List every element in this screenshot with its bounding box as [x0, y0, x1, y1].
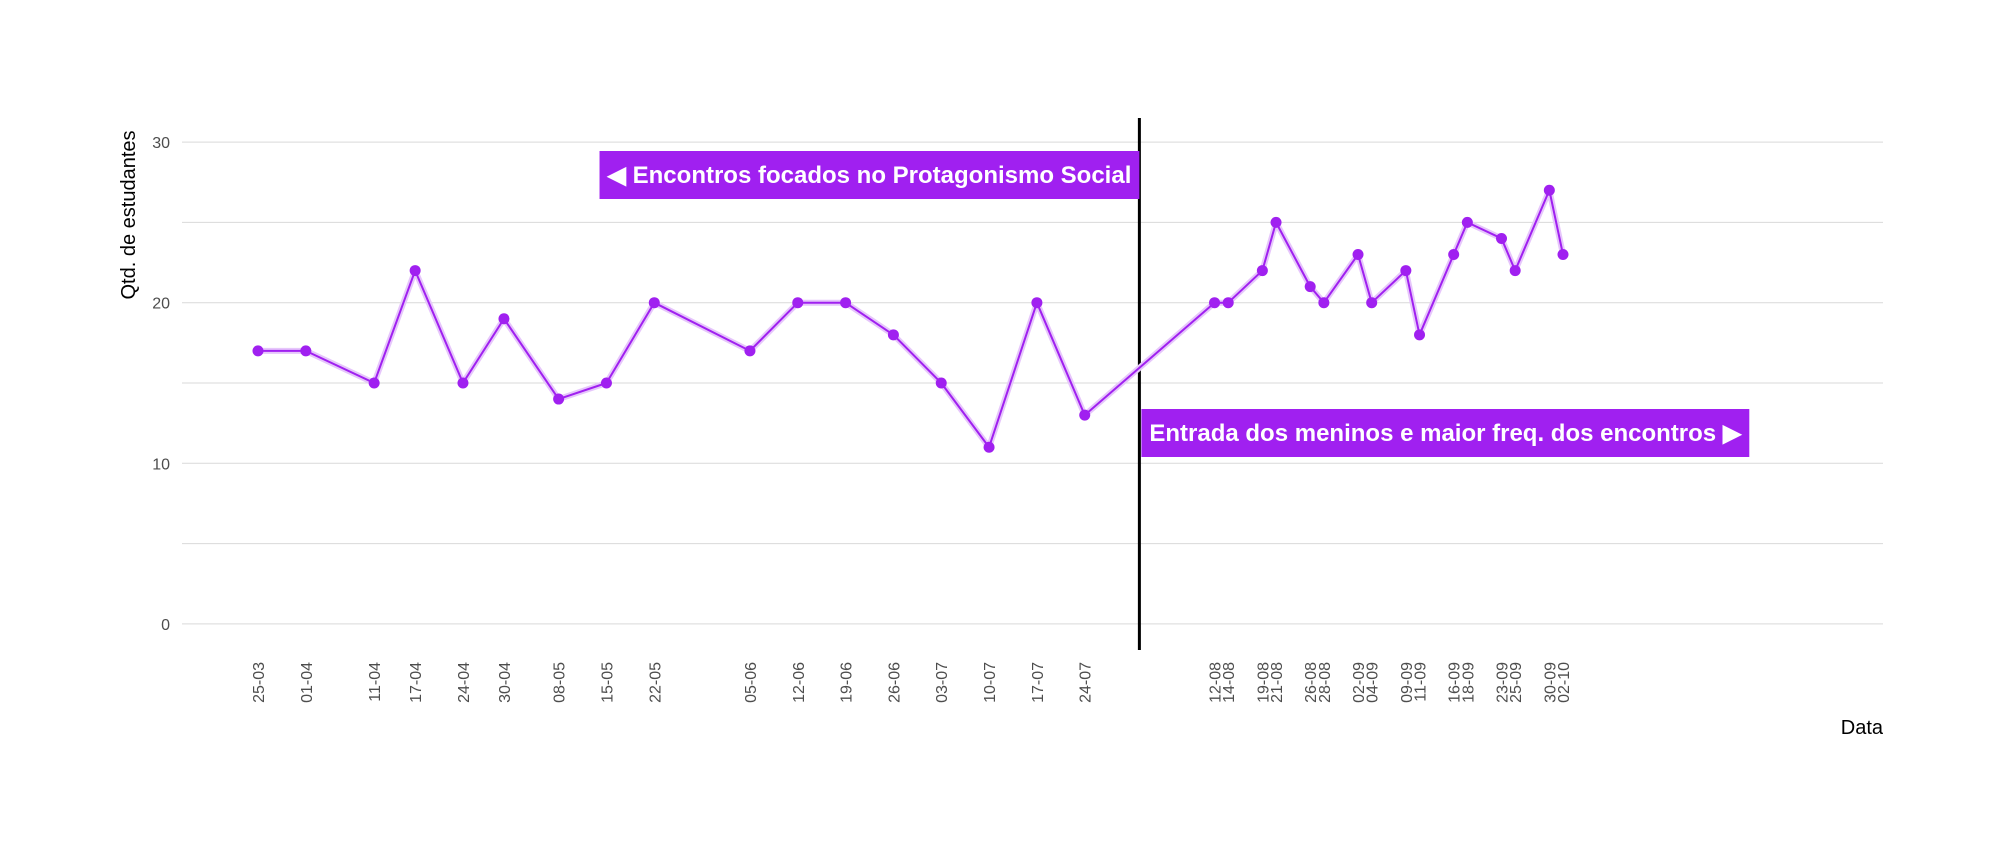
data-point: [300, 345, 312, 357]
x-tick-label: 25-09: [1508, 662, 1525, 703]
data-point: [498, 313, 510, 325]
x-tick-label: 09-09: [1399, 662, 1416, 703]
data-point: [744, 345, 756, 357]
x-tick-label: 28-08: [1317, 662, 1334, 703]
y-axis-title: Qtd. de estudantes: [118, 130, 140, 299]
x-tick-label: 26-08: [1303, 662, 1320, 703]
data-point: [1461, 216, 1473, 228]
x-tick-label: 14-08: [1221, 662, 1238, 703]
x-tick-label: 08-05: [552, 662, 569, 703]
x-tick-label: 30-04: [497, 662, 514, 703]
annotation-left: ◀ Encontros focados no Protagonismo Soci…: [599, 151, 1140, 199]
data-point: [1366, 297, 1378, 309]
grid-lines: [182, 141, 1883, 625]
data-point: [457, 377, 469, 389]
annotation-right: Entrada dos meninos e maior freq. dos en…: [1141, 409, 1750, 457]
data-point: [1496, 232, 1508, 244]
annotation-right-background: [1141, 409, 1750, 457]
y-axis-ticks: 0 10 20 30: [152, 135, 170, 634]
data-point: [1414, 329, 1426, 341]
x-tick-label: 02-09: [1351, 662, 1368, 703]
x-tick-label: 10-07: [982, 662, 999, 703]
x-tick-label: 24-04: [456, 662, 473, 703]
y-tick-label: 0: [161, 617, 170, 634]
x-tick-label: 24-07: [1078, 662, 1095, 703]
series-line: [258, 189, 1564, 449]
data-point: [1400, 265, 1412, 277]
x-tick-label: 26-06: [886, 662, 903, 703]
x-tick-label: 23-09: [1495, 662, 1512, 703]
data-point: [1304, 281, 1316, 293]
series-line-halo: [258, 187, 1566, 451]
data-point: [252, 345, 264, 357]
x-tick-label: 11-04: [367, 662, 384, 702]
data-point: [1209, 297, 1221, 309]
data-point: [983, 441, 995, 453]
data-point: [553, 393, 565, 405]
data-point: [1352, 249, 1364, 261]
data-point: [792, 297, 804, 309]
data-point: [1509, 265, 1521, 277]
x-tick-label: 04-09: [1365, 662, 1382, 703]
x-tick-label: 11-09: [1413, 662, 1430, 702]
data-point: [935, 377, 947, 389]
y-tick-label: 30: [152, 135, 170, 152]
data-point: [1079, 409, 1091, 421]
x-tick-label: 19-06: [839, 662, 856, 703]
x-tick-label: 21-08: [1269, 662, 1286, 703]
series-group: [252, 184, 1569, 453]
y-tick-label: 20: [152, 296, 170, 313]
data-point: [1557, 249, 1569, 261]
x-tick-label: 17-04: [408, 662, 425, 703]
x-axis-ticks: 25-03 01-04 11-04 17-04 24-04 30-04 08-05 15-05…: [251, 662, 1573, 703]
x-tick-label: 03-07: [934, 662, 951, 703]
x-tick-label: 01-04: [299, 662, 316, 703]
data-point: [1318, 297, 1330, 309]
x-tick-label: 05-06: [743, 662, 760, 703]
x-tick-label: 17-07: [1030, 662, 1047, 703]
x-tick-label: 12-06: [791, 662, 808, 703]
annotation-left-background: [599, 151, 1140, 199]
x-tick-label: 30-09: [1542, 662, 1559, 703]
x-tick-label: 19-08: [1255, 662, 1272, 703]
x-tick-label: 02-10: [1556, 662, 1573, 703]
data-point: [1543, 184, 1555, 196]
x-tick-label: 18-09: [1460, 662, 1477, 703]
data-point: [648, 297, 660, 309]
data-point: [409, 265, 421, 277]
x-tick-label: 15-05: [599, 662, 616, 703]
data-point: [840, 297, 852, 309]
annotation-right-text: Entrada dos meninos e maior freq. dos en…: [1149, 420, 1742, 447]
x-axis-title: Data: [1841, 717, 1884, 739]
data-point: [1222, 297, 1234, 309]
x-tick-label: 25-03: [251, 662, 268, 703]
data-point: [1448, 249, 1460, 261]
data-point: [1256, 265, 1268, 277]
data-point: [1031, 297, 1043, 309]
y-tick-label: 10: [152, 456, 170, 473]
data-point: [887, 329, 899, 341]
x-tick-label: 16-09: [1447, 662, 1464, 703]
data-point: [368, 377, 380, 389]
annotation-left-text: ◀ Encontros focados no Protagonismo Soci…: [607, 162, 1132, 189]
data-point: [600, 377, 612, 389]
x-tick-label: 22-05: [647, 662, 664, 703]
data-point: [1270, 216, 1282, 228]
x-tick-label: 12-08: [1208, 662, 1225, 703]
